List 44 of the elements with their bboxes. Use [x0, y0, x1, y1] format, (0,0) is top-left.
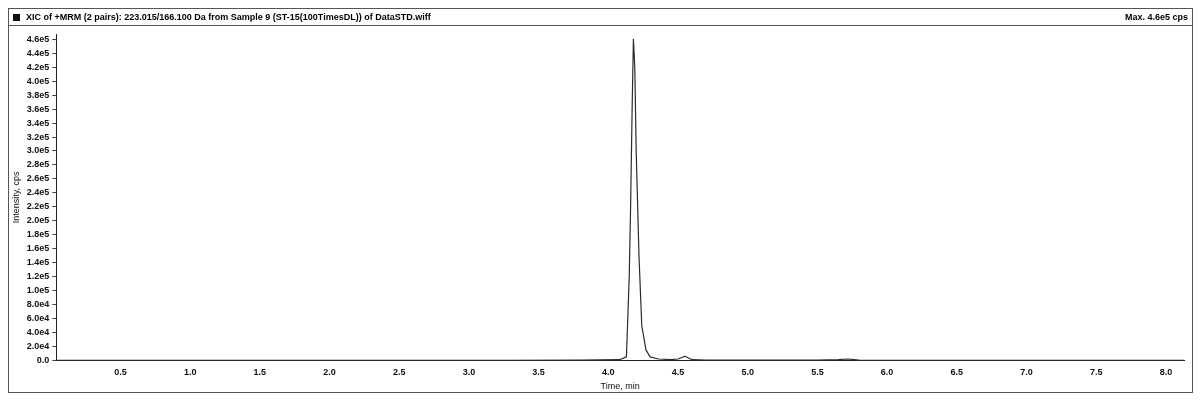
y-tick-label: 1.6e5 [26, 243, 50, 254]
y-tick-label: 2.0e4 [26, 340, 50, 351]
y-tick-label: 4.4e5 [26, 47, 50, 58]
x-tick-label: 1.5 [253, 367, 267, 378]
x-tick-label: 7.5 [1089, 367, 1103, 378]
y-tick-label: 4.0e5 [26, 75, 50, 86]
chart-title: XIC of +MRM (2 pairs): 223.015/166.100 Da from Sample 9 (ST-15(100TimesDL)) of DataSTD.wiff [26, 12, 431, 22]
x-tick-label: 4.5 [671, 367, 685, 378]
y-tick-label: 3.8e5 [26, 89, 50, 100]
x-tick-label: 0.5 [114, 367, 127, 378]
x-tick-label: 8.0 [1159, 367, 1173, 378]
x-tick-label: 4.0 [602, 367, 615, 378]
x-tick-label: 5.0 [741, 367, 754, 378]
y-tick-label: 1.4e5 [26, 257, 50, 268]
x-tick-label: 3.5 [532, 367, 545, 378]
x-tick-label: 2.5 [392, 367, 406, 378]
x-tick-label: 6.0 [880, 367, 894, 378]
x-tick-label: 6.5 [950, 367, 964, 378]
y-tick-label: 6.0e4 [26, 313, 50, 323]
y-tick-label: 2.6e5 [26, 173, 50, 184]
y-tick-label: 4.2e5 [26, 61, 50, 72]
y-tick-label: 3.2e5 [26, 131, 50, 142]
y-tick-label: 3.4e5 [26, 117, 50, 128]
y-tick-label: 1.0e5 [26, 285, 50, 296]
y-tick-label: 0.0 [36, 354, 50, 365]
y-tick-label: 3.6e5 [26, 103, 50, 114]
y-tick-label: 2.0e5 [26, 215, 50, 226]
y-axis-title: Intensity, cps [10, 170, 21, 224]
y-tick-label: 1.2e5 [26, 271, 50, 282]
y-tick-label: 4.0e4 [26, 326, 50, 337]
x-tick-label: 3.0 [462, 367, 476, 378]
y-tick-label: 2.2e5 [26, 201, 50, 212]
y-tick-label: 4.6e5 [26, 33, 50, 44]
y-tick-label: 1.8e5 [26, 229, 50, 240]
x-tick-label: 7.0 [1020, 367, 1033, 378]
x-tick-label: 2.0 [323, 367, 336, 378]
y-tick-label: 2.4e5 [26, 187, 50, 198]
x-axis-title: Time, min [600, 381, 640, 392]
x-tick-label: 1.0 [183, 367, 197, 378]
y-tick-label: 3.0e5 [26, 145, 50, 156]
text: Max. 4.6e5 cps [1124, 12, 1188, 22]
y-tick-label: 2.8e5 [26, 159, 50, 170]
y-tick-label: 8.0e4 [26, 299, 50, 310]
x-tick-label: 5.5 [811, 367, 824, 378]
